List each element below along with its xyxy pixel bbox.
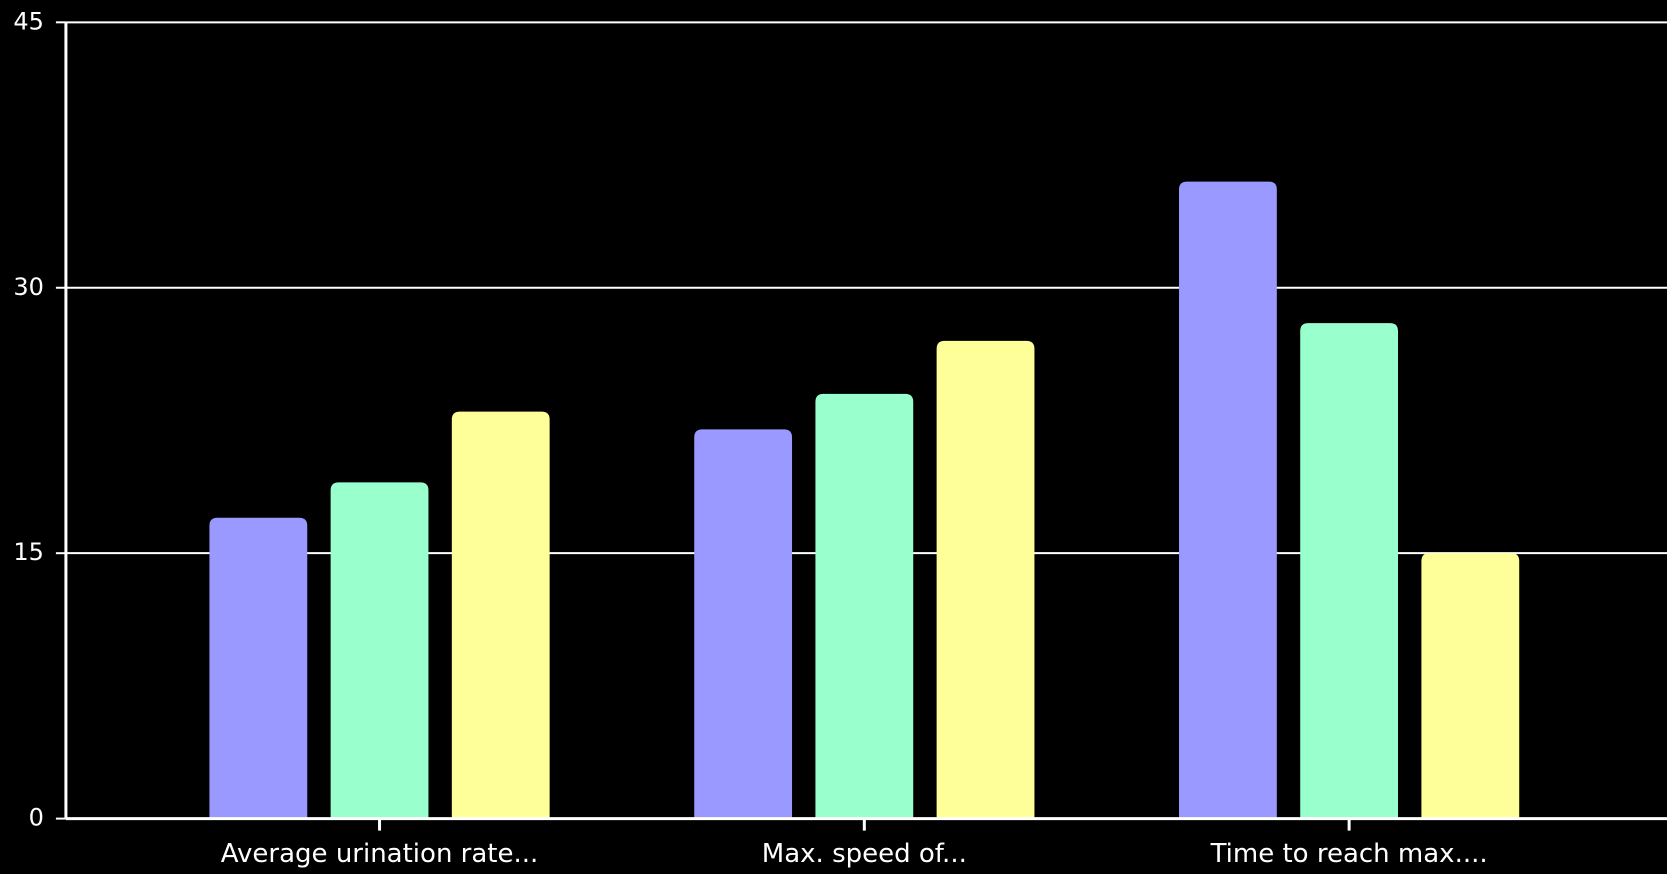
bar	[451, 411, 550, 819]
y-tick-label: 0	[29, 804, 44, 832]
bar	[1179, 181, 1277, 819]
x-tick-label: Time to reach max....	[1210, 839, 1488, 869]
bar	[936, 340, 1035, 819]
bar	[815, 393, 914, 819]
y-tick-label: 30	[13, 273, 44, 301]
x-tick-label: Max. speed of...	[762, 839, 967, 869]
bar	[330, 482, 429, 819]
bar	[694, 429, 793, 819]
y-tick-label: 15	[13, 538, 44, 566]
bar	[1300, 323, 1399, 819]
bar	[1421, 553, 1520, 819]
y-tick-label: 45	[13, 7, 44, 35]
x-tick-label: Average urination rate...	[221, 839, 539, 869]
bar	[209, 517, 308, 819]
